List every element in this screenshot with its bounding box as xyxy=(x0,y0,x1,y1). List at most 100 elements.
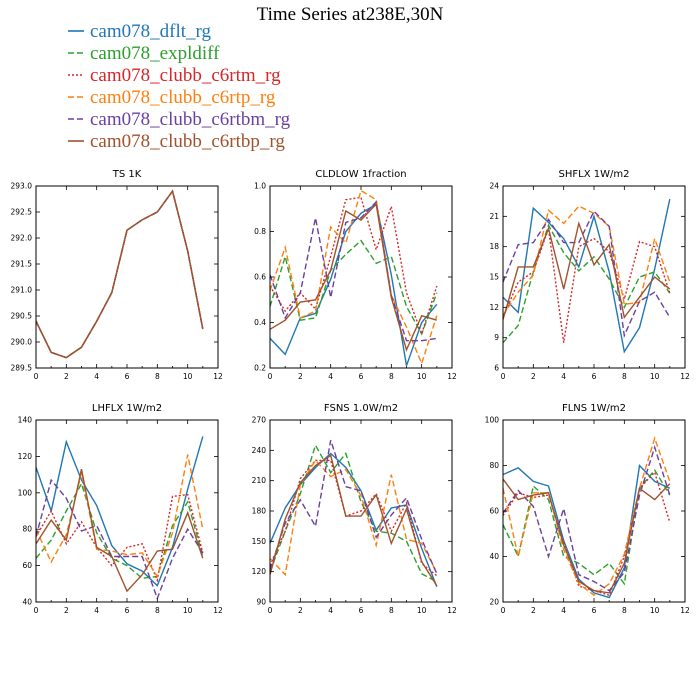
x-tick-label: 12 xyxy=(447,606,457,615)
y-tick-label: 289.5 xyxy=(11,364,33,373)
x-tick-label: 10 xyxy=(417,372,427,381)
x-tick-label: 10 xyxy=(650,372,660,381)
x-tick-label: 6 xyxy=(592,372,597,381)
x-tick-label: 2 xyxy=(64,606,69,615)
legend-item: cam078_expldiff xyxy=(68,43,220,64)
series-line xyxy=(502,223,671,344)
panel-title: LHFLX 1W/m2 xyxy=(92,403,162,414)
series-line xyxy=(502,444,671,592)
legend-item: cam078_dflt_rg xyxy=(68,21,212,42)
y-tick-label: 290.5 xyxy=(11,312,33,321)
legend: cam078_dflt_rgcam078_expldiffcam078_club… xyxy=(68,21,291,152)
x-tick-label: 8 xyxy=(155,372,160,381)
y-tick-label: 60 xyxy=(22,561,32,570)
series-line xyxy=(269,200,437,342)
series-line xyxy=(35,189,204,359)
x-tick-label: 0 xyxy=(268,372,273,381)
y-tick-label: 100 xyxy=(18,488,33,497)
legend-label: cam078_clubb_c6rtbm_rg xyxy=(90,109,291,130)
series-line xyxy=(269,196,438,337)
chart-panel: FSNS 1.0W/m2 0 2 4 6 8 10 12 90 120 150 180 210 240 27… xyxy=(252,403,457,615)
x-tick-label: 6 xyxy=(125,372,130,381)
series-line xyxy=(502,220,671,320)
x-tick-label: 4 xyxy=(328,606,333,615)
legend-item: cam078_clubb_c6rtbm_rg xyxy=(68,109,291,130)
x-tick-label: 4 xyxy=(94,606,99,615)
series-line xyxy=(269,454,438,587)
series-line xyxy=(35,454,204,579)
legend-label: cam078_dflt_rg xyxy=(90,21,212,42)
x-tick-label: 12 xyxy=(680,372,690,381)
x-tick-label: 12 xyxy=(680,606,690,615)
y-tick-label: 0.8 xyxy=(254,227,266,236)
y-tick-label: 150 xyxy=(252,537,267,546)
y-tick-label: 0.2 xyxy=(254,364,266,373)
panel-title: CLDLOW 1fraction xyxy=(315,169,406,180)
x-tick-label: 0 xyxy=(268,606,273,615)
x-tick-label: 8 xyxy=(622,372,627,381)
x-tick-label: 6 xyxy=(592,606,597,615)
series-line xyxy=(35,189,204,359)
y-tick-label: 120 xyxy=(252,567,267,576)
series-line xyxy=(35,189,204,359)
series-line xyxy=(502,470,671,597)
x-tick-label: 10 xyxy=(183,606,193,615)
panel-title: TS 1K xyxy=(112,169,142,180)
panel-title: FLNS 1W/m2 xyxy=(562,403,626,414)
y-tick-label: 293.0 xyxy=(11,182,33,191)
x-tick-label: 2 xyxy=(298,606,303,615)
series-line xyxy=(269,459,438,577)
series-line xyxy=(35,468,204,593)
x-tick-label: 0 xyxy=(34,372,39,381)
series-line xyxy=(269,239,438,336)
series-line xyxy=(502,435,671,597)
legend-label: cam078_expldiff xyxy=(90,43,220,64)
chart-panel: FLNS 1W/m2 0 2 4 6 8 10 12 20 40 60 80 100 xyxy=(485,403,690,615)
legend-item: cam078_clubb_c6rtm_rg xyxy=(68,65,281,86)
chart-panel: TS 1K 0 2 4 6 8 10 12 289.5 290.0 290.5 291.0 291.5 2… xyxy=(11,169,223,381)
x-tick-label: 8 xyxy=(389,372,394,381)
y-tick-label: 9 xyxy=(494,333,499,342)
x-tick-label: 8 xyxy=(622,606,627,615)
y-tick-label: 40 xyxy=(489,552,499,561)
x-tick-label: 4 xyxy=(328,372,333,381)
y-tick-label: 80 xyxy=(22,525,32,534)
y-tick-label: 21 xyxy=(489,212,499,221)
y-tick-label: 1.0 xyxy=(254,182,266,191)
y-tick-label: 18 xyxy=(489,242,499,251)
x-tick-label: 2 xyxy=(298,372,303,381)
x-tick-label: 4 xyxy=(561,606,566,615)
series-line xyxy=(35,478,204,601)
series-line xyxy=(269,459,438,577)
y-tick-label: 60 xyxy=(489,507,499,516)
x-tick-label: 4 xyxy=(94,372,99,381)
x-tick-label: 6 xyxy=(359,606,364,615)
x-tick-label: 2 xyxy=(531,606,536,615)
y-tick-label: 210 xyxy=(252,476,267,485)
series-line xyxy=(502,198,671,354)
y-tick-label: 120 xyxy=(18,452,33,461)
y-tick-label: 292.5 xyxy=(11,208,33,217)
chart-panels: TS 1K 0 2 4 6 8 10 12 289.5 290.0 290.5 2 9 1.0 291.5 2… xyxy=(11,169,690,615)
y-tick-label: 6 xyxy=(494,364,499,373)
series-line xyxy=(269,439,438,574)
y-tick-label: 290.0 xyxy=(11,338,33,347)
x-tick-label: 8 xyxy=(389,606,394,615)
y-tick-label: 90 xyxy=(256,598,266,607)
series-line xyxy=(502,205,671,316)
chart-panel: LHFLX 1W/m2 0 2 4 6 8 10 12 40 60 80 100 120 140 xyxy=(18,403,223,615)
x-tick-label: 8 xyxy=(155,606,160,615)
y-tick-label: 240 xyxy=(252,446,267,455)
y-tick-label: 291.5 xyxy=(11,260,33,269)
y-tick-label: 140 xyxy=(18,416,33,425)
plot-frame xyxy=(502,419,686,603)
x-tick-label: 0 xyxy=(501,372,506,381)
series-line xyxy=(502,228,671,343)
panel-title: SHFLX 1W/m2 xyxy=(559,169,630,180)
x-tick-label: 0 xyxy=(501,606,506,615)
x-tick-label: 10 xyxy=(417,606,427,615)
legend-item: cam078_clubb_c6rtp_rg xyxy=(68,87,276,108)
x-tick-label: 10 xyxy=(650,606,660,615)
